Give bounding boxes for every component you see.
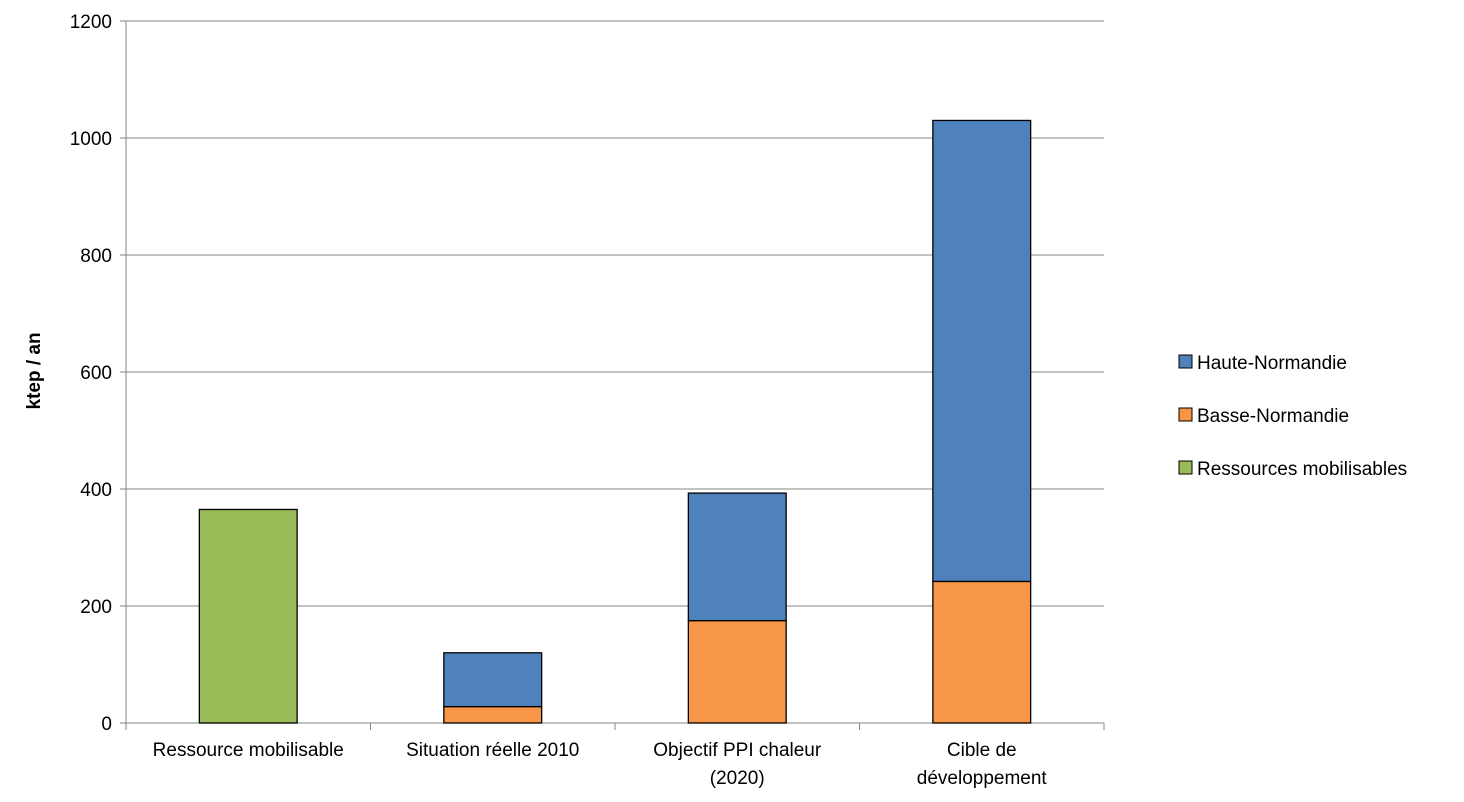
x-tick-label: Objectif PPI chaleur (653, 740, 822, 761)
x-tick-label: Situation réelle 2010 (406, 740, 579, 761)
bar-segment (198, 508, 298, 724)
y-tick-label: 1200 (70, 12, 112, 33)
legend-swatch (1178, 460, 1193, 475)
legend-label: Basse-Normandie (1197, 406, 1349, 427)
y-axis-label: ktep / an (24, 332, 45, 409)
bar-segment (443, 652, 543, 708)
x-tick-label: développement (917, 768, 1048, 789)
bars (198, 119, 1032, 724)
legend-label: Ressources mobilisables (1197, 459, 1407, 480)
y-tick-label: 0 (101, 714, 112, 735)
y-tick-label: 1000 (70, 129, 112, 150)
bar-segment (443, 705, 543, 724)
x-tick-label: Cible de (947, 740, 1017, 761)
y-tick-labels: 0 200 400 600 800 1000 1200 (70, 12, 112, 735)
bar-segment (932, 580, 1032, 724)
y-tick-label: 600 (80, 363, 112, 384)
bar-segment (687, 492, 787, 622)
x-tick-label: (2020) (710, 768, 765, 789)
legend-swatch (1178, 354, 1193, 369)
bar-segment (932, 119, 1032, 583)
legend-swatch (1178, 407, 1193, 422)
y-tick-label: 200 (80, 597, 112, 618)
legend: Haute-Normandie Basse-Normandie Ressources… (1178, 353, 1407, 480)
x-tick-labels: Ressource mobilisable Situation réelle 20… (153, 740, 1048, 789)
bar-segment (687, 619, 787, 724)
y-tick-label: 800 (80, 246, 112, 267)
y-tick-label: 400 (80, 480, 112, 501)
legend-label: Haute-Normandie (1197, 353, 1347, 374)
x-tick-label: Ressource mobilisable (153, 740, 344, 761)
